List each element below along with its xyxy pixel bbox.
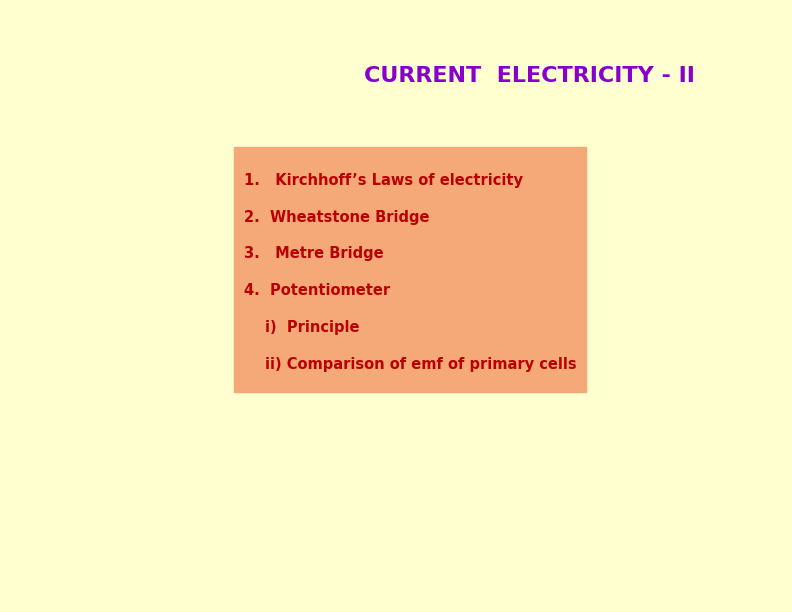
Text: i)  Principle: i) Principle bbox=[265, 320, 360, 335]
Text: CURRENT  ELECTRICITY - II: CURRENT ELECTRICITY - II bbox=[364, 67, 695, 86]
Text: 1.   Kirchhoff’s Laws of electricity: 1. Kirchhoff’s Laws of electricity bbox=[244, 173, 523, 188]
Text: ii) Comparison of emf of primary cells: ii) Comparison of emf of primary cells bbox=[265, 357, 577, 371]
FancyBboxPatch shape bbox=[234, 147, 586, 392]
Text: 4.  Potentiometer: 4. Potentiometer bbox=[244, 283, 390, 298]
Text: 2.  Wheatstone Bridge: 2. Wheatstone Bridge bbox=[244, 210, 429, 225]
Text: 3.   Metre Bridge: 3. Metre Bridge bbox=[244, 247, 383, 261]
